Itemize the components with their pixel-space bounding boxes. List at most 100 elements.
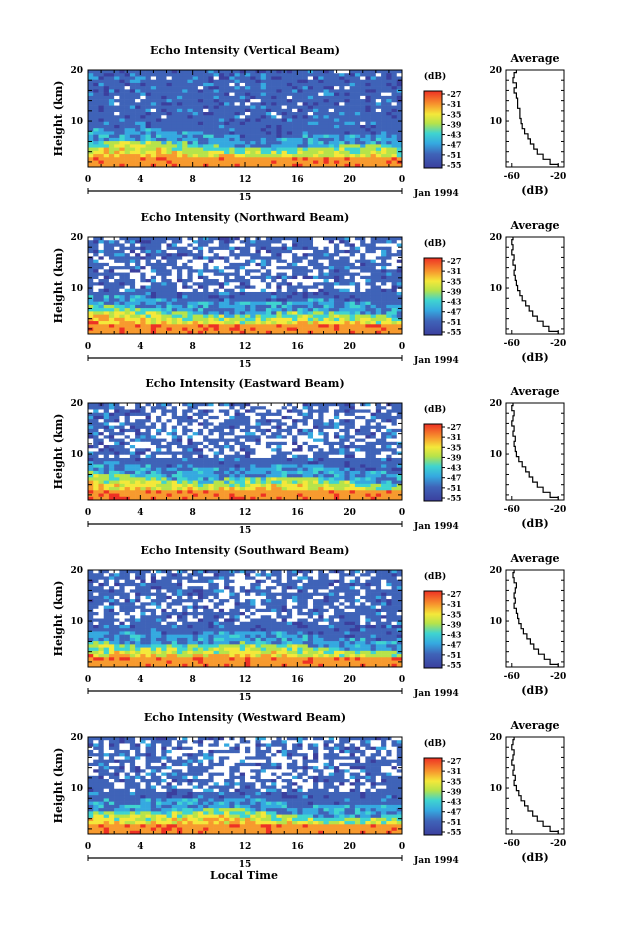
- colorbar-tick-label: -43: [447, 297, 462, 307]
- heatmap-cell: [281, 314, 288, 319]
- heatmap-cell: [292, 403, 298, 407]
- heatmap-cell: [108, 147, 115, 152]
- heatmap-cell: [124, 112, 131, 116]
- heatmap-cell: [370, 425, 377, 430]
- heatmap-cell: [276, 272, 282, 277]
- heatmap-cell: [239, 95, 246, 100]
- heatmap-cell: [234, 160, 241, 165]
- heatmap-cell: [245, 115, 251, 119]
- heatmap-cell: [145, 102, 152, 106]
- heatmap-cell: [318, 102, 324, 106]
- heatmap-cell: [250, 457, 256, 462]
- heatmap-cell: [292, 70, 298, 74]
- heatmap-cell: [265, 422, 272, 426]
- heatmap-cell: [255, 150, 261, 155]
- heatmap-cell: [93, 428, 99, 433]
- heatmap-cell: [166, 445, 173, 449]
- heatmap-cell: [239, 432, 246, 436]
- heatmap-cell: [197, 282, 204, 286]
- heatmap-cell: [239, 406, 246, 410]
- heatmap-cell: [333, 99, 340, 103]
- heatmap-cell: [365, 412, 371, 417]
- heatmap-cell: [103, 409, 110, 413]
- heatmap-cell: [250, 272, 256, 277]
- heatmap-cell: [250, 304, 256, 309]
- heatmap-cell: [245, 246, 251, 251]
- heatmap-cell: [370, 118, 377, 123]
- heatmap-cell: [381, 131, 387, 135]
- heatmap-cell: [150, 137, 157, 142]
- heatmap-cell: [119, 451, 125, 456]
- heatmap-cell: [145, 266, 152, 270]
- heatmap-cell: [391, 317, 398, 322]
- heatmap-cell: [114, 298, 120, 302]
- heatmap-cell: [88, 445, 94, 449]
- heatmap-cell: [98, 321, 104, 325]
- heatmap-cell: [386, 95, 392, 100]
- heatmap-cell: [375, 419, 382, 423]
- heatmap-cell: [339, 441, 345, 446]
- heatmap-cell: [323, 76, 330, 80]
- heatmap-cell: [229, 86, 235, 90]
- heatmap-cell: [135, 134, 141, 139]
- heatmap-cell: [381, 259, 387, 264]
- heatmap-cell: [349, 79, 356, 84]
- heatmap-cell: [250, 237, 256, 241]
- heatmap-cell: [166, 403, 173, 407]
- heatmap-cell: [265, 445, 272, 449]
- heatmap-cell: [391, 415, 398, 420]
- heatmap-cell: [318, 118, 324, 123]
- heatmap-cell: [93, 327, 99, 332]
- heatmap-cell: [245, 70, 251, 74]
- heatmap-cell: [339, 311, 345, 315]
- heatmap-cell: [323, 419, 330, 423]
- heatmap-cell: [396, 89, 403, 93]
- heatmap-cell: [276, 118, 282, 123]
- heatmap-cell: [208, 262, 214, 267]
- heatmap-cell: [255, 295, 261, 299]
- heatmap-cell: [302, 406, 309, 410]
- heatmap-cell: [370, 121, 377, 126]
- heatmap-cell: [302, 324, 309, 328]
- heatmap-cell: [245, 324, 251, 328]
- heatmap-cell: [140, 266, 146, 270]
- heatmap-cell: [339, 327, 345, 332]
- heatmap-cell: [245, 285, 251, 290]
- heatmap-cell: [360, 422, 366, 426]
- heatmap-cell: [271, 141, 277, 145]
- heatmap-cell: [354, 262, 361, 267]
- heatmap-cell: [108, 422, 115, 426]
- heatmap-cell: [318, 422, 324, 426]
- heatmap-cell: [386, 314, 392, 319]
- heatmap-cell: [98, 249, 104, 254]
- heatmap-cell: [292, 317, 298, 322]
- heatmap-cell: [375, 448, 382, 452]
- heatmap-cell: [281, 121, 288, 126]
- heatmap-cell: [187, 108, 193, 113]
- heatmap-cell: [265, 128, 272, 132]
- heatmap-cell: [218, 105, 225, 110]
- heatmap-cell: [328, 308, 335, 312]
- heatmap-cell: [276, 324, 282, 328]
- heatmap-cell: [344, 95, 350, 100]
- heatmap-cell: [276, 461, 282, 465]
- colorbar-tick-label: -39: [447, 286, 462, 296]
- heatmap-cell: [129, 99, 136, 103]
- heatmap-cell: [197, 73, 204, 77]
- heatmap-cell: [323, 121, 330, 126]
- heatmap-cell: [161, 301, 167, 306]
- heatmap-cell: [276, 240, 282, 244]
- heatmap-cell: [166, 160, 173, 165]
- heatmap-cell: [381, 304, 387, 309]
- heatmap-cell: [286, 425, 293, 430]
- heatmap-cell: [245, 259, 251, 264]
- heatmap-cell: [328, 304, 335, 309]
- heatmap-cell: [140, 448, 146, 452]
- heatmap-cell: [323, 438, 330, 443]
- heatmap-cell: [140, 105, 146, 110]
- heatmap-cell: [333, 409, 340, 413]
- heatmap-cell: [103, 154, 110, 158]
- heatmap-cell: [103, 272, 110, 277]
- heatmap-cell: [255, 298, 261, 302]
- heatmap-cell: [318, 282, 324, 286]
